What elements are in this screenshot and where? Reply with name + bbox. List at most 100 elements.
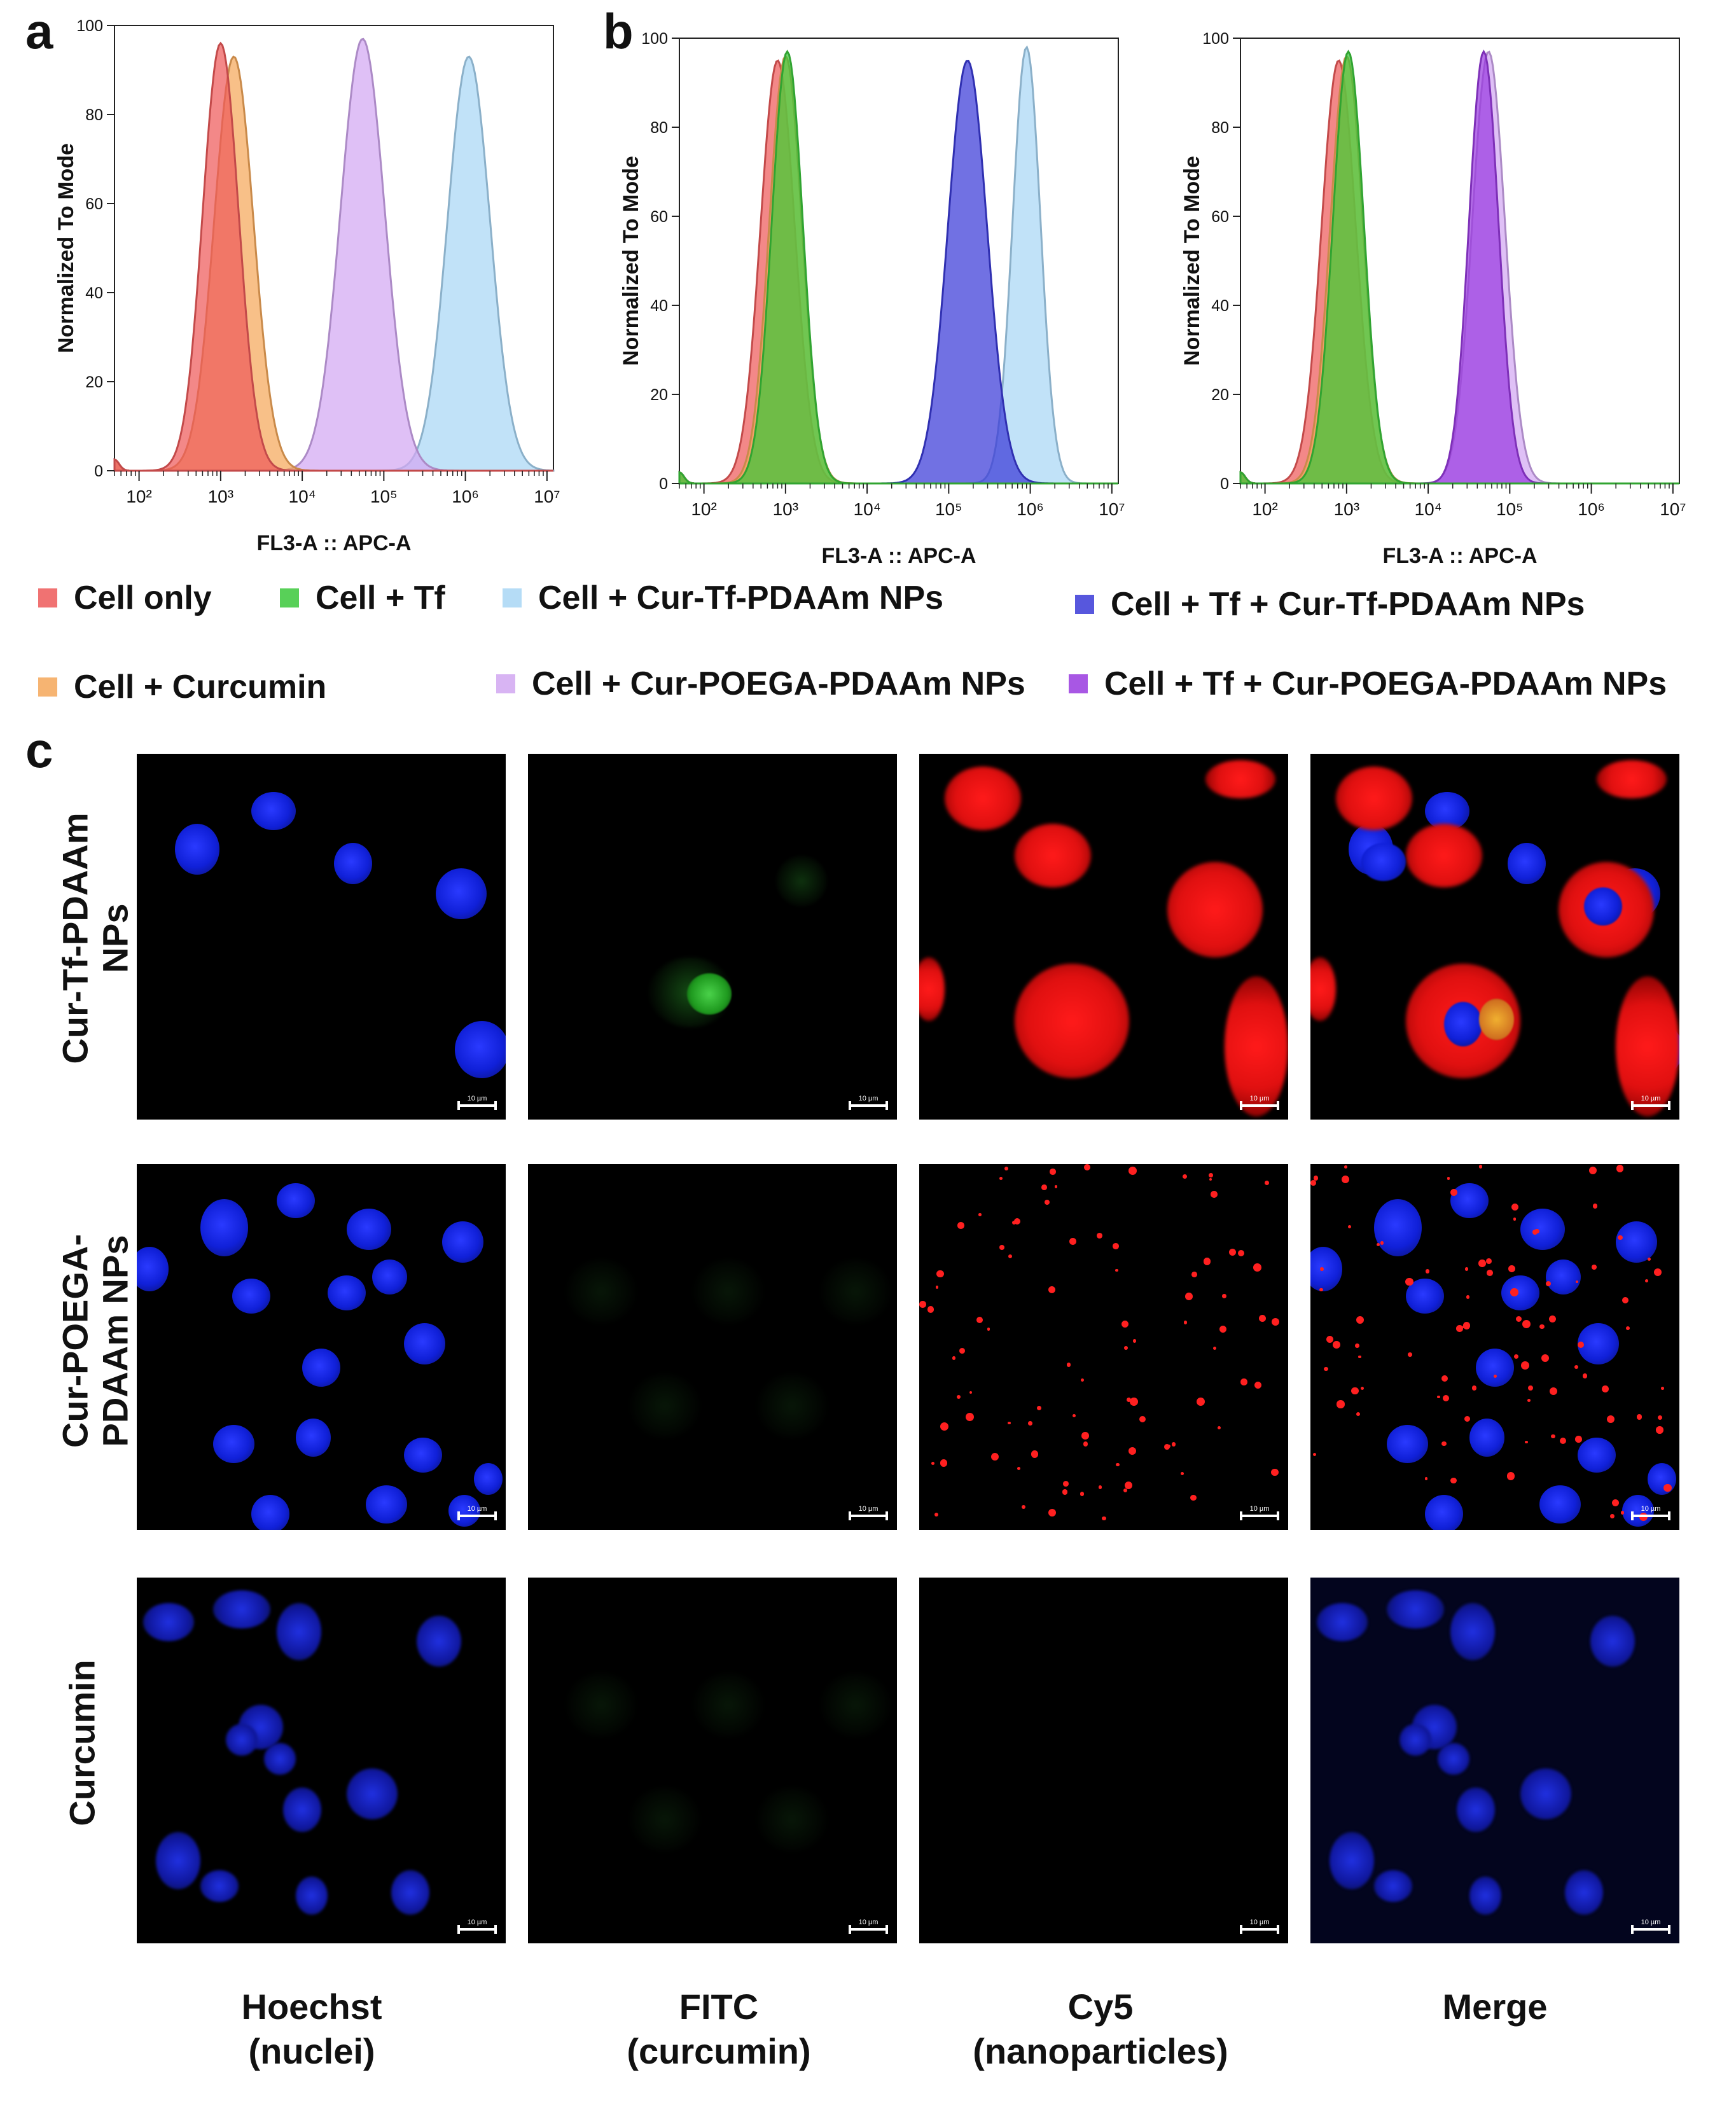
scale-bar: 10 µm (849, 1506, 888, 1520)
nanoparticle-dot (1080, 1378, 1085, 1382)
nanoparticle-dot (1575, 1436, 1582, 1443)
scale-bar-label: 10 µm (1249, 1919, 1270, 1926)
cell (1584, 887, 1622, 926)
scale-bar-line (1631, 1925, 1670, 1934)
y-tick-label: 0 (94, 462, 103, 480)
cell (566, 1673, 636, 1737)
nanoparticle-dot (1031, 1450, 1039, 1458)
cell (945, 767, 1021, 830)
nanoparticle-dot (1441, 1441, 1447, 1447)
scale-bar-line (1240, 1925, 1279, 1934)
y-tick-label: 20 (85, 373, 103, 391)
nanoparticle-dot (936, 1270, 944, 1277)
nanoparticle-dot (1527, 1399, 1531, 1403)
nanoparticle-dot (940, 1422, 949, 1431)
cell (347, 1209, 391, 1250)
cell (283, 1787, 321, 1832)
nanoparticle-dot (1183, 1321, 1188, 1324)
y-tick-label: 60 (650, 208, 668, 226)
x-tick-label: 10⁵ (1496, 499, 1524, 519)
nanoparticle-dot (1466, 1295, 1470, 1299)
nanoparticle-dot (1254, 1381, 1262, 1389)
legend: Cell only Cell + Tf Cell + Cur-Tf-PDAAm … (0, 560, 1736, 719)
x-tick-label: 10⁴ (1415, 499, 1442, 519)
cell (1374, 1870, 1412, 1902)
cell (1469, 1877, 1501, 1915)
cell (296, 1419, 331, 1457)
legend-label: Cell + Tf + Cur-POEGA-PDAAm NPs (1104, 665, 1667, 702)
cell (1444, 1002, 1482, 1046)
nanoparticle-dot (1657, 1415, 1662, 1420)
nanoparticle-dot (1333, 1341, 1341, 1349)
scale-bar: 10 µm (457, 1095, 497, 1110)
nanoparticle-dot (935, 1286, 939, 1289)
x-tick-label: 10⁷ (1099, 499, 1125, 519)
nanoparticle-dot (987, 1328, 990, 1331)
cell (200, 1199, 248, 1256)
nanoparticle-dot (1253, 1263, 1262, 1272)
micrograph-r3-c1: 10 µm (137, 1578, 506, 1943)
y-tick-label: 20 (650, 386, 668, 404)
nanoparticle-dot (1356, 1315, 1364, 1324)
nanoparticle-dot (1028, 1421, 1032, 1426)
nanoparticle-dot (1240, 1378, 1247, 1385)
row-label-curcumin: Curcumin (62, 1660, 102, 1826)
nanoparticle-dot (952, 1356, 956, 1360)
nanoparticle-dot (1115, 1268, 1118, 1272)
x-tick-label: 10⁵ (370, 487, 398, 506)
legend-label: Cell + Cur-Tf-PDAAm NPs (538, 580, 944, 616)
nanoparticle-dot (1203, 1258, 1211, 1265)
nanoparticle-dot (1616, 1164, 1624, 1172)
micrograph-r2-c1: 10 µm (137, 1164, 506, 1530)
legend-item: Cell + Tf + Cur-Tf-PDAAm NPs (1075, 585, 1585, 623)
cell (919, 957, 945, 1021)
scale-bar: 10 µm (849, 1919, 888, 1934)
nanoparticle-dot (1472, 1385, 1477, 1391)
nanoparticle-dot (1139, 1415, 1146, 1422)
scale-bar-line (849, 1511, 888, 1520)
cell (436, 868, 487, 919)
column-label-cy5: Cy5 (nanoparticles) (973, 1987, 1228, 2071)
nanoparticle-dot (978, 1213, 982, 1216)
nanoparticle-dot (1478, 1165, 1483, 1169)
nanoparticle-dot (1358, 1355, 1361, 1358)
micrograph-r1-c4: 10 µm (1310, 754, 1679, 1120)
nanoparticle-dot (1099, 1485, 1102, 1489)
nanoparticle-dot (999, 1177, 1003, 1180)
nanoparticle-dot (1663, 1483, 1672, 1492)
cell (1648, 1463, 1676, 1495)
cell (137, 1247, 169, 1291)
nanoparticle-dot (1124, 1346, 1128, 1350)
y-tick-label: 60 (85, 195, 103, 213)
scale-bar: 10 µm (1240, 1919, 1279, 1934)
nanoparticle-dot (1190, 1495, 1197, 1501)
series-area (113, 41, 553, 472)
scale-bar-label: 10 µm (1249, 1095, 1270, 1102)
nanoparticle-dot (1171, 1442, 1176, 1447)
y-tick-label: 40 (1211, 297, 1229, 315)
x-axis-label: FL3-A :: APC-A (1383, 544, 1538, 568)
x-tick-label: 10⁶ (452, 487, 479, 506)
cell (1336, 767, 1412, 830)
cell (757, 1374, 827, 1438)
nanoparticle-dot (1017, 1466, 1021, 1470)
nanoparticle-dot (1011, 1220, 1016, 1225)
nanoparticle-dot (959, 1348, 966, 1354)
cell (1374, 1199, 1422, 1256)
y-tick-label: 80 (85, 106, 103, 124)
scale-bar-label: 10 µm (467, 1095, 487, 1102)
scale-bar-label: 10 µm (858, 1095, 878, 1102)
scale-bar-line (849, 1101, 888, 1110)
nanoparticle-dot (1209, 1177, 1212, 1181)
cell (232, 1279, 270, 1314)
cell (328, 1275, 366, 1310)
nanoparticle-dot (1319, 1287, 1323, 1292)
nanoparticle-dot (1062, 1489, 1067, 1495)
nanoparticle-dot (1310, 1180, 1316, 1186)
cell (1597, 760, 1667, 798)
cell (251, 1495, 289, 1530)
nanoparticle-dot (1607, 1415, 1615, 1424)
nanoparticle-dot (1080, 1492, 1085, 1496)
